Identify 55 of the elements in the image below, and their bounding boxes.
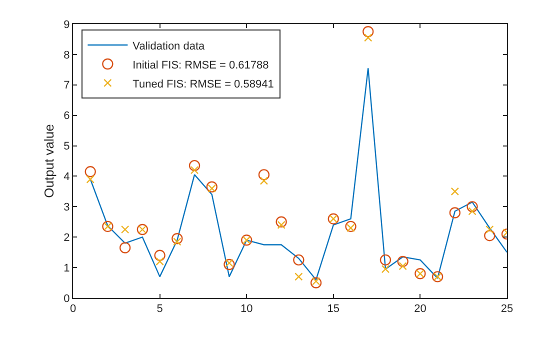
point <box>156 257 164 266</box>
legend-label: Tuned FIS: RMSE = 0.58941 <box>132 78 274 90</box>
x-tick-label: 15 <box>327 303 340 316</box>
point <box>486 225 494 234</box>
point <box>346 224 355 232</box>
y-tick-label: 8 <box>64 49 70 62</box>
point <box>84 166 96 178</box>
point <box>190 166 199 174</box>
point <box>276 216 287 228</box>
point <box>397 256 408 268</box>
x-tick-label: 10 <box>240 303 253 316</box>
point <box>468 207 476 216</box>
point <box>172 233 183 244</box>
legend-label: Validation data <box>132 40 206 52</box>
point <box>380 254 392 266</box>
point <box>466 201 478 212</box>
point <box>224 258 235 270</box>
point <box>362 26 374 38</box>
point <box>449 207 461 218</box>
point <box>120 225 130 234</box>
point <box>293 254 304 266</box>
point <box>154 250 166 261</box>
point <box>260 176 268 185</box>
point <box>310 277 322 288</box>
point <box>381 264 390 274</box>
point <box>398 262 407 270</box>
point <box>312 277 320 286</box>
point <box>206 181 218 192</box>
point <box>450 187 460 196</box>
y-tick-label: 9 <box>64 18 70 31</box>
y-tick-label: 7 <box>64 80 70 92</box>
point <box>364 34 372 42</box>
point <box>484 230 496 242</box>
point <box>294 272 303 281</box>
point <box>173 238 182 246</box>
point <box>208 184 216 192</box>
y-tick-label: 0 <box>64 292 70 305</box>
point <box>345 220 356 232</box>
y-tick-label: 3 <box>64 202 70 214</box>
x-tick-label: 20 <box>414 303 426 316</box>
point <box>258 169 270 180</box>
y-axis-title: Output value <box>42 124 57 198</box>
point <box>225 258 234 268</box>
y-tick-label: 1 <box>64 262 70 274</box>
y-tick-label: 2 <box>64 232 70 244</box>
point <box>119 242 131 254</box>
x-tick-label: 25 <box>500 303 514 316</box>
point <box>86 175 94 184</box>
point <box>277 220 286 230</box>
point <box>188 160 200 172</box>
y-tick-label: 4 <box>64 171 70 184</box>
legend-label: Initial FIS: RMSE = 0.61788 <box>132 59 269 72</box>
y-tick-label: 6 <box>64 110 70 122</box>
x-tick-label: 5 <box>156 303 163 316</box>
y-tick-label: 5 <box>64 140 70 153</box>
